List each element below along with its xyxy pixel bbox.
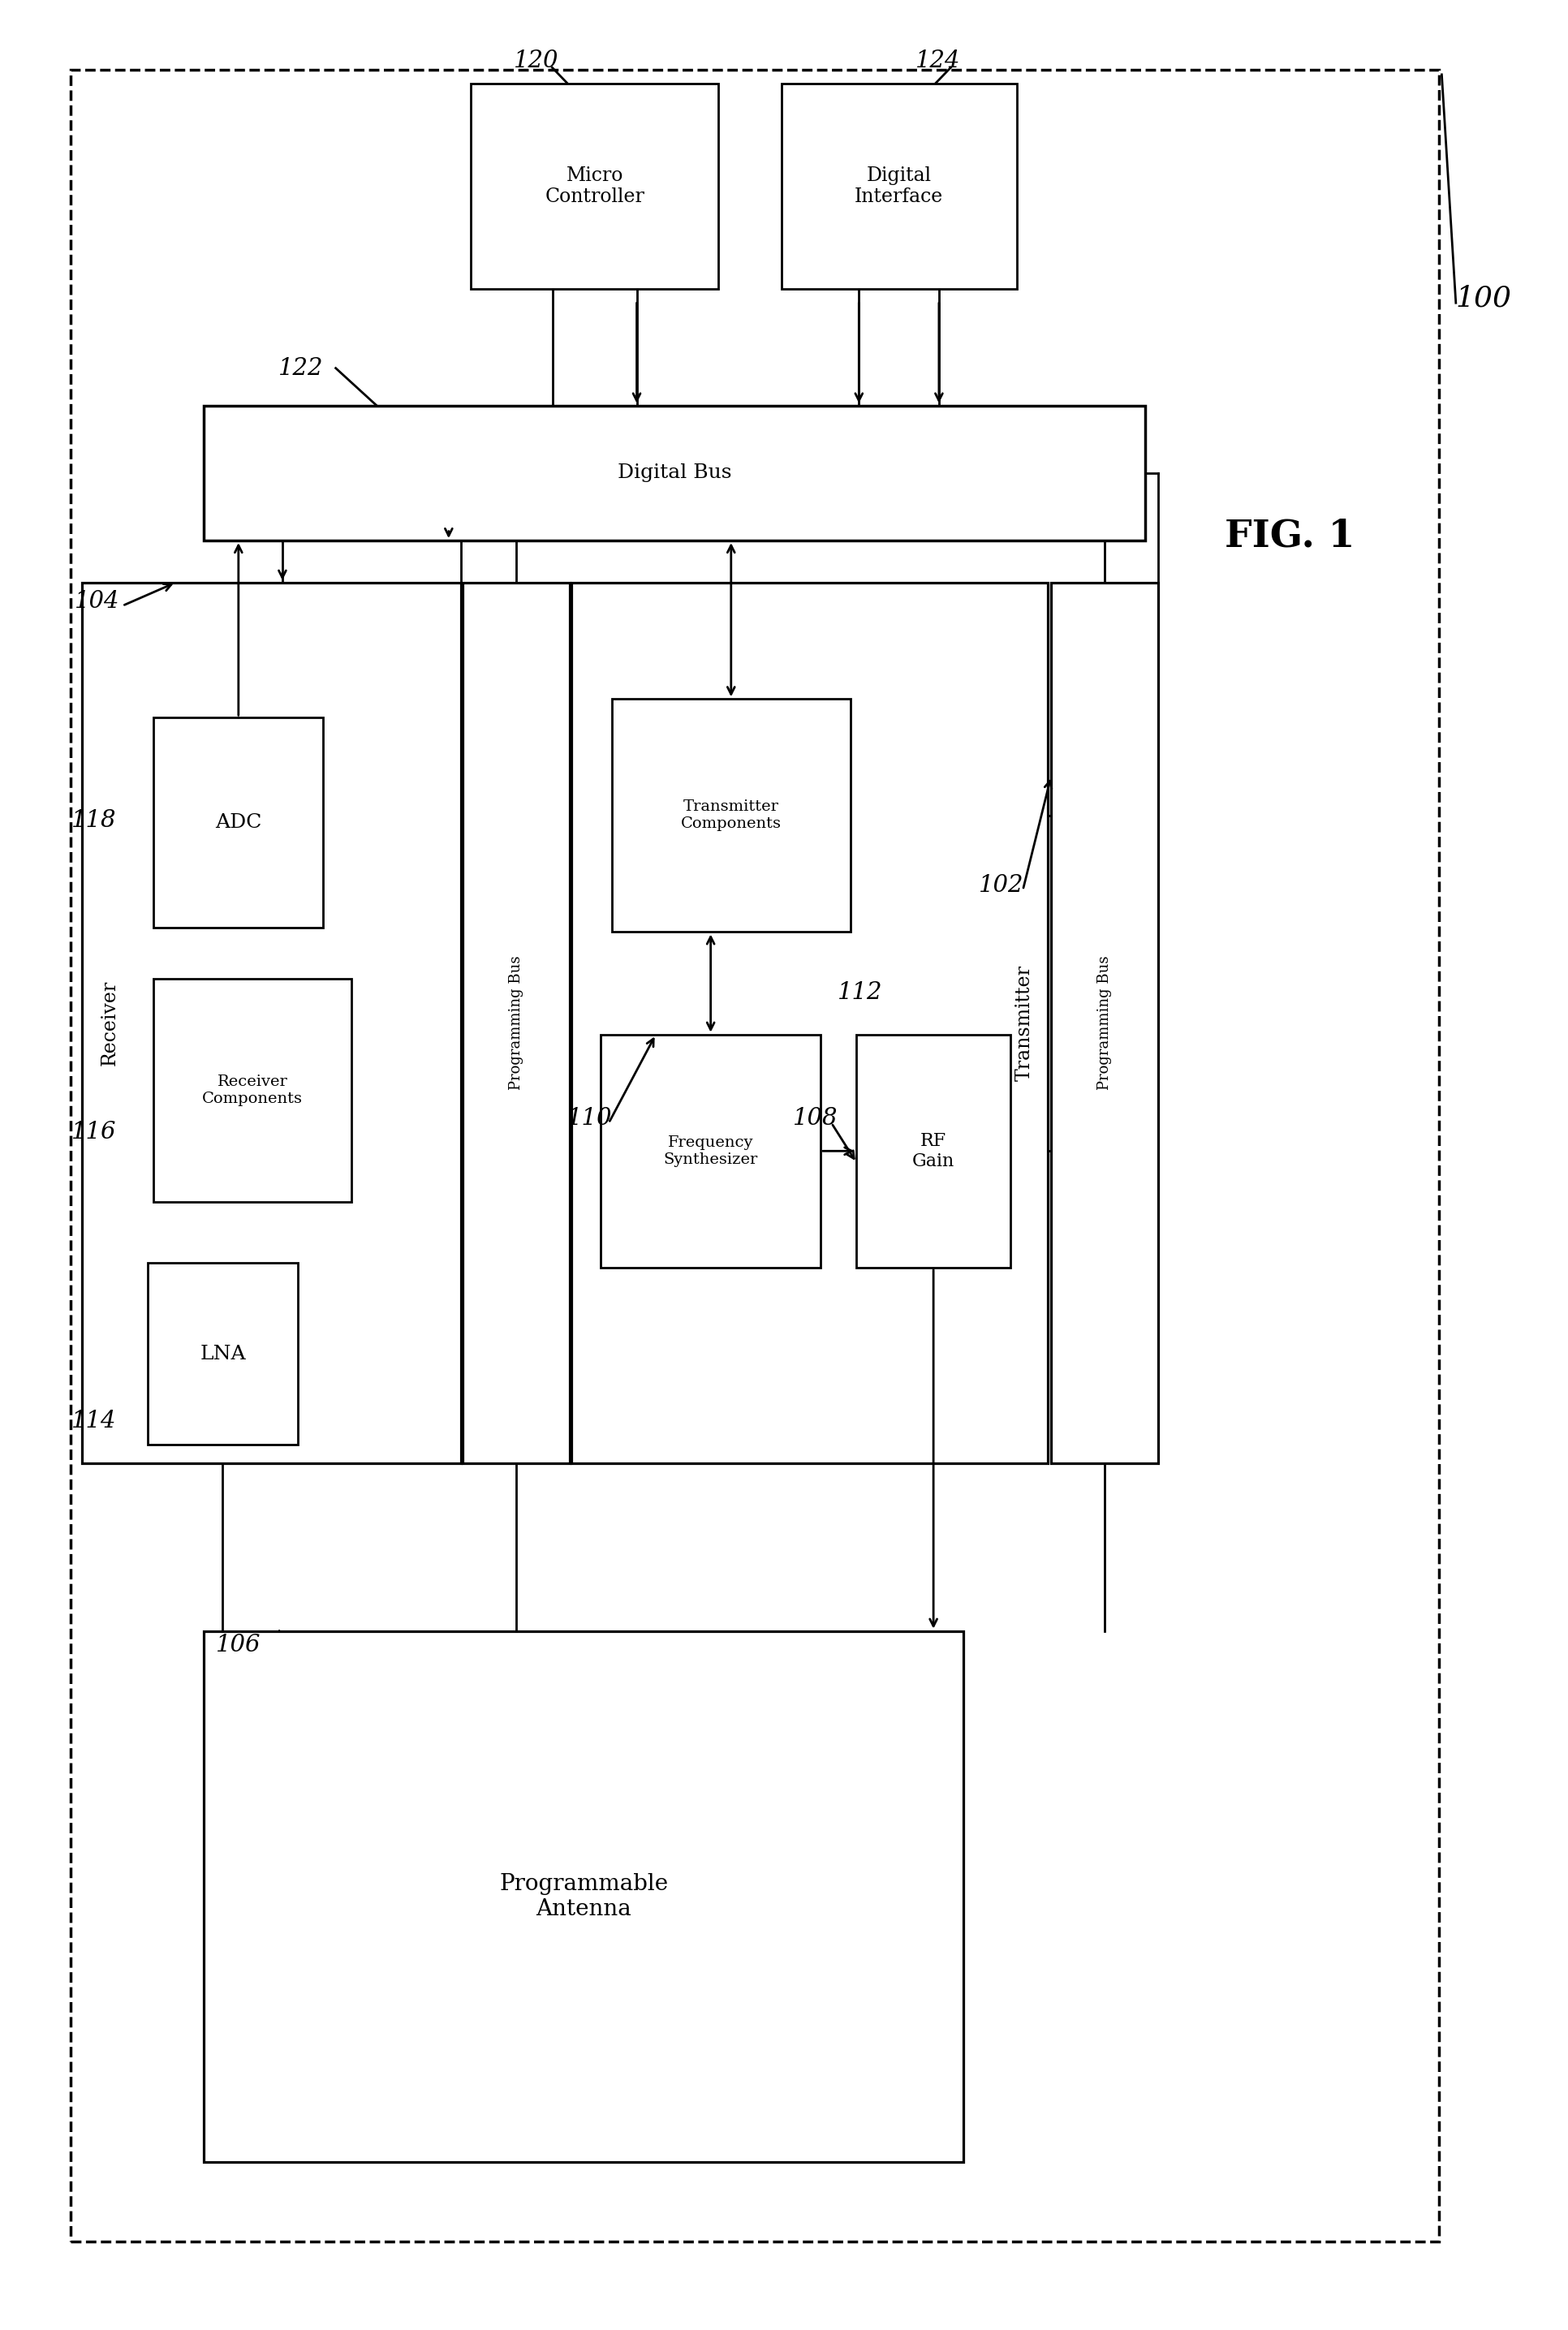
Text: 106: 106 — [216, 1633, 260, 1657]
Text: Receiver: Receiver — [100, 981, 119, 1065]
Text: 122: 122 — [279, 356, 323, 380]
Text: Transmitter: Transmitter — [1014, 965, 1033, 1081]
FancyBboxPatch shape — [571, 582, 1047, 1463]
Text: ADC: ADC — [215, 813, 262, 832]
Text: Micro
Controller: Micro Controller — [544, 165, 644, 207]
FancyBboxPatch shape — [82, 582, 461, 1463]
Text: FIG. 1: FIG. 1 — [1223, 517, 1355, 555]
FancyBboxPatch shape — [204, 1631, 963, 2162]
Text: 108: 108 — [793, 1107, 837, 1130]
Text: 100: 100 — [1455, 284, 1512, 312]
FancyBboxPatch shape — [470, 84, 718, 289]
Text: 114: 114 — [72, 1410, 116, 1433]
Text: RF
Gain: RF Gain — [911, 1132, 955, 1170]
FancyBboxPatch shape — [601, 1035, 820, 1268]
FancyBboxPatch shape — [154, 718, 323, 927]
Text: 120: 120 — [514, 49, 558, 72]
Text: Receiver
Components: Receiver Components — [202, 1074, 303, 1107]
Text: 110: 110 — [568, 1107, 612, 1130]
Text: 104: 104 — [75, 589, 119, 613]
Text: Programmable
Antenna: Programmable Antenna — [499, 1873, 668, 1920]
FancyBboxPatch shape — [781, 84, 1016, 289]
Text: Digital
Interface: Digital Interface — [855, 165, 942, 207]
Text: Programming Bus: Programming Bus — [1096, 955, 1112, 1090]
Text: 118: 118 — [72, 809, 116, 832]
FancyBboxPatch shape — [204, 405, 1145, 541]
Text: Frequency
Synthesizer: Frequency Synthesizer — [663, 1135, 757, 1167]
Text: LNA: LNA — [199, 1344, 246, 1363]
Text: 112: 112 — [837, 981, 881, 1004]
Text: 124: 124 — [916, 49, 960, 72]
FancyBboxPatch shape — [154, 979, 351, 1202]
Text: Programming Bus: Programming Bus — [508, 955, 524, 1090]
Text: 102: 102 — [978, 874, 1022, 897]
FancyBboxPatch shape — [463, 582, 569, 1463]
FancyBboxPatch shape — [1051, 582, 1157, 1463]
Text: Transmitter
Components: Transmitter Components — [681, 799, 781, 832]
FancyBboxPatch shape — [612, 699, 850, 932]
FancyBboxPatch shape — [147, 1263, 298, 1445]
Text: 116: 116 — [72, 1121, 116, 1144]
FancyBboxPatch shape — [856, 1035, 1010, 1268]
Text: Digital Bus: Digital Bus — [618, 464, 731, 482]
